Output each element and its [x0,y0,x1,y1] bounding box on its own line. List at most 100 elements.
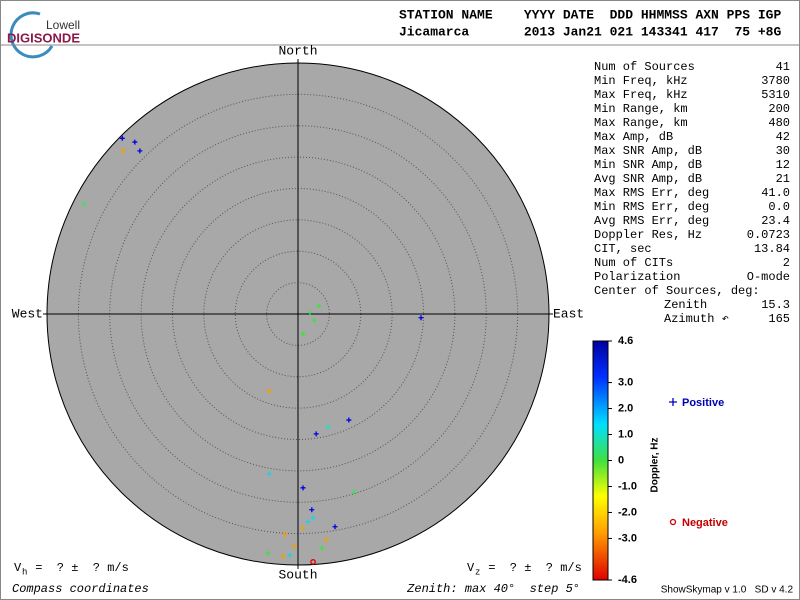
source-positive [418,315,424,321]
source-positive [316,303,322,309]
stat-value: 42 [776,130,790,144]
stat-label: Doppler Res, Hz [594,228,702,242]
colorbar-label: 3.0 [618,376,633,388]
stat-label: Avg SNR Amp, dB [594,172,702,186]
stat-label: Polarization [594,270,680,284]
colorbar-label: -2.0 [618,506,637,518]
source-positive [282,531,288,537]
source-positive [323,537,329,543]
source-positive [266,388,272,394]
source-positive [300,525,306,531]
source-positive [137,148,143,154]
version: ShowSkymap v 1.0 SD v 4.2 [661,585,794,596]
source-positive [132,139,138,145]
stat-label: Avg RMS Err, deg [594,214,709,228]
stat-value: 41.0 [761,186,790,200]
source-positive [119,135,125,141]
stat-label: CIT, sec [594,242,652,256]
source-positive [291,543,297,549]
vh-text: = ? ± ? m/s [28,561,129,575]
dir-west: West [12,306,43,321]
legend-positive: Positive [682,397,724,409]
center-value: 15.3 [761,298,790,312]
vz-text: = ? ± ? m/s [481,561,582,575]
source-positive [346,417,352,423]
colorbar [592,340,609,581]
stat-label: Max RMS Err, deg [594,186,709,200]
zenith-note: Zenith: max 40° step 5° [406,582,580,596]
stat-value: 0.0723 [747,228,790,242]
source-positive [307,310,313,316]
logo-line1: Lowell [46,18,80,32]
source-positive [265,550,271,556]
source-positive [325,424,331,430]
stat-value: 30 [776,144,790,158]
stat-label: Min SNR Amp, dB [594,158,702,172]
source-positive [287,552,293,558]
stat-label: Min RMS Err, deg [594,200,709,214]
vh-symbol: V [14,561,22,575]
source-positive [81,201,87,207]
colorbar-label: -4.6 [618,574,637,586]
center-label: Zenith [664,298,707,312]
logo-arc [9,11,54,59]
colorbar-title: Doppler, Hz [650,437,661,492]
colorbar-label: -1.0 [618,480,637,492]
stat-value: 200 [768,102,790,116]
header-line1: STATION NAME YYYY DATE DDD HHMMSS AXN PP… [399,7,781,22]
stat-value: 13.84 [754,242,790,256]
header-line2: Jicamarca 2013 Jan21 021 143341 417 75 +… [399,24,781,39]
source-negative [310,559,316,565]
legend-circle [669,518,677,526]
stat-label: Max SNR Amp, dB [594,144,702,158]
source-positive [280,553,286,559]
stat-label: Num of CITs [594,256,673,270]
vz-sub: z [475,567,480,577]
colorbar-label: 4.6 [618,335,633,347]
dir-south: South [278,567,317,582]
stat-value: 21 [776,172,790,186]
stat-value: 3780 [761,74,790,88]
colorbar-label: 1.0 [618,428,633,440]
source-positive [300,485,306,491]
source-positive [311,317,317,323]
legend-negative: Negative [682,517,728,529]
stat-label: Max Amp, dB [594,130,673,144]
stat-label: Max Range, km [594,116,688,130]
source-positive [310,515,316,521]
dir-north: North [278,43,317,58]
stat-value: 480 [768,116,790,130]
center-value: 165 [768,312,790,326]
stat-value: 41 [776,60,790,74]
coords-note: Compass coordinates [12,582,149,596]
vh-sub: h [22,567,27,577]
logo-line2: DIGISONDE [7,30,80,45]
dir-east: East [553,306,584,321]
colorbar-label: 2.0 [618,402,633,414]
center-title: Center of Sources, deg: [594,284,760,298]
source-positive [332,524,338,530]
stat-label: Num of Sources [594,60,695,74]
stat-value: 12 [776,158,790,172]
colorbar-label: 0 [618,454,624,466]
source-positive [266,471,272,477]
stat-value: 5310 [761,88,790,102]
source-positive [300,331,306,337]
source-positive [120,148,126,154]
stat-label: Min Freq, kHz [594,74,688,88]
stat-label: Min Range, km [594,102,688,116]
stat-label: Max Freq, kHz [594,88,688,102]
source-positive [313,431,319,437]
source-positive [309,507,315,513]
stat-value: 2 [783,256,790,270]
source-positive [319,545,325,551]
source-positive [351,489,357,495]
vz-symbol: V [467,561,475,575]
stat-value: 0.0 [768,200,790,214]
stat-value: O-mode [747,270,790,284]
legend-plus [669,398,677,406]
center-label: Azimuth ↶ [664,312,729,326]
source-positive [305,519,311,525]
